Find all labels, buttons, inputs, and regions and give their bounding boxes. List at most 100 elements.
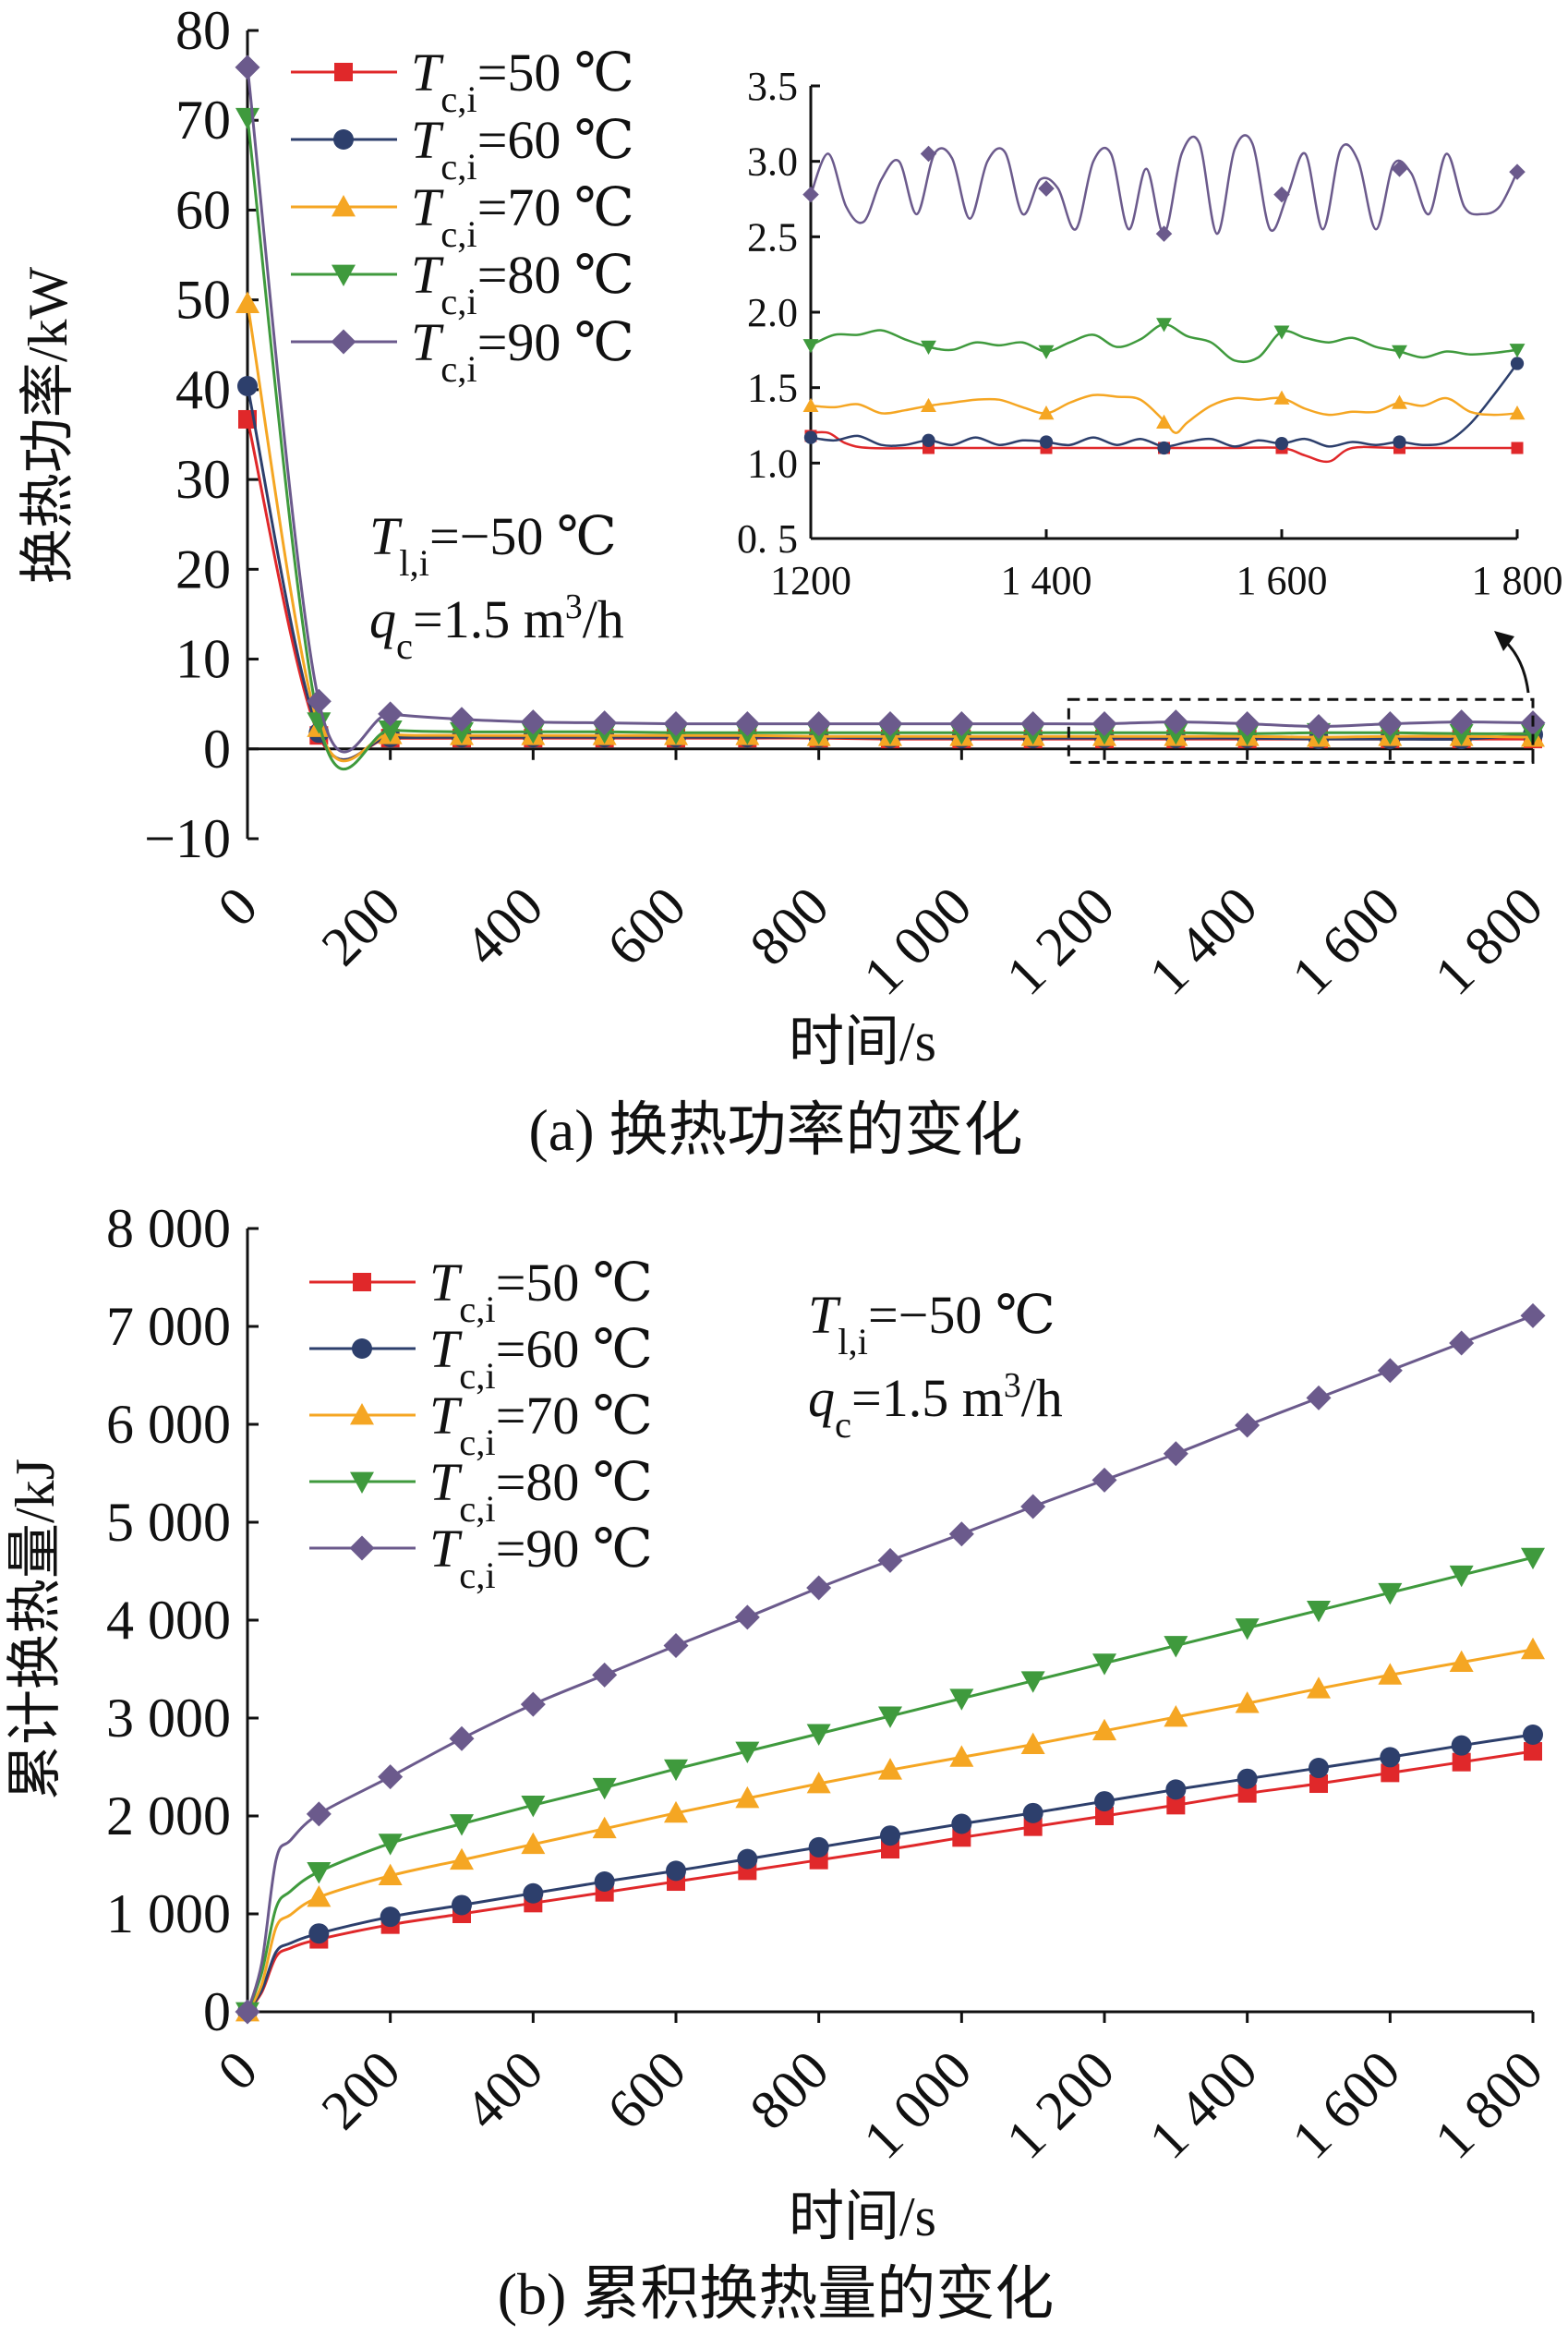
data-point [235,291,259,313]
data-point [734,1604,760,1630]
data-point [378,701,404,727]
inset-y-tick-label: 3.0 [747,139,798,185]
data-point [1020,1732,1045,1755]
legend-label: Tc,i=50 ℃ [411,42,634,120]
x-axis-title: 时间/s [789,2186,936,2247]
data-point [1094,1791,1115,1812]
data-point [1449,723,1474,746]
y-tick-label: 10 [175,629,231,690]
annotation-q: qc=1.5 m3/h [808,1366,1063,1446]
inset-data-point [1392,394,1407,409]
data-point [1166,1796,1186,1815]
x-tick-label: 800 [739,2039,840,2141]
data-point [1092,1467,1117,1493]
x-tick-label: 800 [739,876,840,977]
inset-x-tick-label: 1200 [770,558,851,603]
inset-series-4 [802,318,1526,364]
data-point [1377,711,1403,737]
data-point [1306,1385,1332,1410]
legend-marker [350,1403,374,1425]
data-point [1020,1671,1045,1693]
legend-marker [332,195,356,217]
inset-data-point [1274,436,1289,451]
x-tick-label: 1 600 [1280,2039,1411,2171]
series-4 [235,1547,1545,2024]
inset-y-tick-label: 1.0 [747,441,798,486]
legend-marker [333,129,354,150]
data-point [664,1759,688,1782]
data-point [520,709,546,735]
data-point [237,376,258,396]
x-tick-label: 1 600 [1280,876,1411,1007]
data-point [666,1860,686,1882]
data-point [449,707,475,732]
inset-data-point [1509,344,1526,358]
y-tick-label: 30 [175,449,231,510]
y-tick-label: 5 000 [106,1492,231,1553]
data-point [664,1800,688,1823]
data-point [450,721,474,744]
legend-marker [350,1471,374,1494]
data-point [1092,711,1117,737]
inset-data-point [920,145,937,163]
data-point [949,1688,974,1711]
data-point [1306,713,1332,739]
inset-data-point [921,397,936,413]
y-tick-label: 0 [203,719,231,780]
legend-marker [331,329,356,355]
legend-marker [353,1273,371,1291]
data-point [1020,711,1046,737]
inset-x-tick-label: 1 600 [1236,558,1328,603]
inset-data-point [1509,163,1526,180]
x-tick-label: 400 [452,2039,554,2141]
inset-series-2 [803,357,1525,455]
legend-marker [332,264,356,286]
data-point [592,710,618,736]
series-5 [235,1302,1546,2025]
legend-entry-1: Tc,i=50 ℃ [309,1253,653,1330]
series-line [246,385,1534,761]
data-point [1164,1636,1188,1658]
data-point [1378,1663,1403,1685]
data-point [1163,1441,1188,1467]
inset-series-line [810,430,1517,464]
y-tick-label: 3 000 [106,1688,231,1749]
x-tick-label: 1 800 [1423,2039,1554,2171]
data-point [808,1836,829,1858]
data-point [1449,1650,1474,1672]
data-point [949,1745,974,1767]
zoom-region-box [1067,697,1535,764]
data-point [450,1814,474,1836]
chart-b: 0 1 000 2 000 3 000 4 000 5 000 6 000 7 000 8 00… [5,1198,1554,2327]
legend-entry-1: Tc,i=50 ℃ [291,42,634,120]
y-tick-label: 6 000 [106,1394,231,1455]
x-tick-label: 1 400 [1138,2039,1269,2171]
inset-data-point [1157,441,1171,455]
legend-marker [334,63,353,81]
inset-data-point [1509,405,1526,420]
data-point [878,1758,902,1780]
data-point [449,1725,475,1751]
series-1 [238,1742,1542,2021]
inset-data-point [921,340,936,356]
data-point [452,1894,472,1916]
series-1 [238,409,1542,761]
inset-data-point [1156,318,1172,333]
data-point [1236,1768,1258,1789]
data-point [450,1847,474,1870]
inset-data-point [1038,180,1055,197]
data-point [1235,711,1260,737]
inset-series-5 [802,134,1526,242]
data-point [806,1575,832,1601]
data-point [378,1834,403,1856]
data-point [521,1795,546,1818]
y-tick-label: −10 [144,808,231,869]
legend-entry-2: Tc,i=60 ℃ [291,110,634,188]
inset-data-point [1273,325,1290,340]
data-point [737,1848,758,1870]
inset-y-tick-label: 1.5 [747,366,798,411]
inset-y-tick-label: 3.5 [747,64,798,109]
inset-y-tick-label: 0. 5 [737,516,798,562]
data-point [1521,1547,1545,1570]
